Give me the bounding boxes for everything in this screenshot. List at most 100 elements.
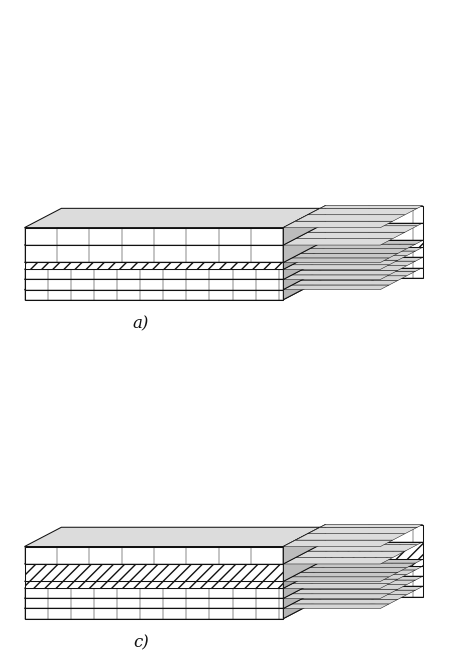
- Text: 1: 1: [368, 227, 377, 240]
- Polygon shape: [301, 255, 407, 260]
- Polygon shape: [292, 253, 398, 258]
- Text: c): c): [133, 635, 149, 652]
- Polygon shape: [319, 257, 423, 261]
- Text: 1: 1: [368, 593, 377, 607]
- Polygon shape: [301, 585, 407, 590]
- Polygon shape: [296, 233, 405, 238]
- Polygon shape: [283, 576, 326, 608]
- Text: 1: 1: [368, 546, 377, 559]
- Polygon shape: [25, 228, 283, 245]
- Polygon shape: [292, 599, 398, 604]
- Polygon shape: [319, 248, 423, 251]
- Polygon shape: [319, 567, 423, 570]
- Polygon shape: [25, 562, 320, 582]
- Polygon shape: [326, 586, 423, 597]
- Polygon shape: [25, 245, 283, 263]
- Polygon shape: [292, 280, 398, 285]
- Polygon shape: [283, 604, 389, 608]
- Polygon shape: [283, 208, 320, 245]
- Polygon shape: [310, 590, 416, 595]
- Polygon shape: [319, 240, 423, 244]
- Polygon shape: [283, 594, 389, 599]
- Polygon shape: [283, 285, 389, 290]
- Polygon shape: [25, 599, 283, 608]
- Polygon shape: [283, 223, 326, 263]
- Polygon shape: [326, 542, 423, 559]
- Polygon shape: [319, 559, 423, 563]
- Polygon shape: [319, 586, 423, 590]
- Polygon shape: [326, 567, 423, 576]
- Polygon shape: [308, 226, 417, 233]
- Polygon shape: [301, 249, 407, 253]
- Polygon shape: [283, 226, 320, 263]
- Polygon shape: [283, 271, 320, 299]
- Polygon shape: [283, 586, 326, 618]
- Polygon shape: [283, 258, 389, 263]
- Polygon shape: [25, 260, 320, 280]
- Polygon shape: [326, 559, 423, 567]
- Polygon shape: [283, 257, 326, 290]
- Polygon shape: [283, 590, 320, 618]
- Polygon shape: [326, 206, 423, 223]
- Polygon shape: [283, 569, 320, 599]
- Polygon shape: [283, 584, 389, 588]
- Polygon shape: [283, 221, 393, 228]
- Polygon shape: [319, 576, 423, 580]
- Polygon shape: [283, 525, 326, 564]
- Polygon shape: [320, 542, 423, 545]
- Polygon shape: [25, 564, 283, 582]
- Text: 2: 2: [368, 584, 377, 597]
- Polygon shape: [310, 580, 416, 585]
- Polygon shape: [25, 280, 283, 290]
- Polygon shape: [320, 525, 423, 527]
- Polygon shape: [283, 275, 389, 280]
- Polygon shape: [301, 266, 407, 271]
- Polygon shape: [283, 265, 389, 269]
- Text: 1: 1: [368, 274, 377, 288]
- Text: 1: 1: [368, 256, 377, 269]
- Polygon shape: [283, 527, 320, 564]
- Polygon shape: [283, 238, 393, 245]
- Polygon shape: [25, 527, 320, 546]
- Polygon shape: [310, 244, 416, 249]
- Polygon shape: [308, 527, 417, 534]
- Polygon shape: [25, 271, 320, 290]
- Polygon shape: [283, 579, 320, 608]
- Polygon shape: [25, 582, 283, 588]
- Polygon shape: [301, 568, 407, 572]
- Polygon shape: [292, 271, 398, 275]
- Polygon shape: [301, 276, 407, 280]
- Polygon shape: [283, 577, 389, 582]
- Polygon shape: [25, 545, 320, 564]
- Polygon shape: [326, 257, 423, 267]
- Polygon shape: [25, 290, 283, 299]
- Polygon shape: [25, 579, 320, 599]
- Polygon shape: [326, 223, 423, 240]
- Polygon shape: [326, 240, 423, 248]
- Polygon shape: [292, 590, 398, 594]
- Text: 2: 2: [368, 244, 377, 257]
- Polygon shape: [25, 569, 320, 588]
- Polygon shape: [283, 542, 326, 582]
- Polygon shape: [25, 546, 283, 564]
- Polygon shape: [310, 563, 416, 568]
- Polygon shape: [310, 570, 416, 574]
- Polygon shape: [283, 267, 326, 299]
- Polygon shape: [326, 248, 423, 257]
- Polygon shape: [283, 545, 320, 582]
- Polygon shape: [283, 260, 320, 290]
- Polygon shape: [25, 250, 320, 269]
- Polygon shape: [326, 576, 423, 586]
- Polygon shape: [296, 551, 405, 557]
- Text: 2: 2: [368, 265, 377, 278]
- Polygon shape: [292, 260, 398, 265]
- Polygon shape: [296, 215, 405, 221]
- Polygon shape: [310, 271, 416, 276]
- Polygon shape: [310, 261, 416, 266]
- Polygon shape: [326, 267, 423, 278]
- Polygon shape: [320, 206, 423, 208]
- Polygon shape: [25, 588, 283, 599]
- Polygon shape: [326, 525, 423, 542]
- Polygon shape: [301, 574, 407, 579]
- Polygon shape: [308, 545, 417, 551]
